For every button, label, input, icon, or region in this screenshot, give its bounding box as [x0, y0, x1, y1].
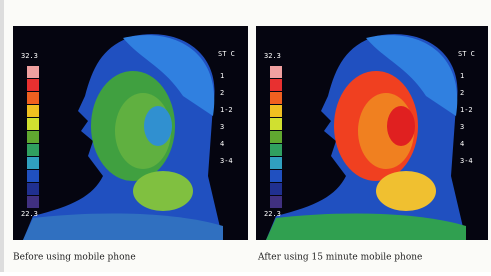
- scale-min: 22.3: [264, 210, 281, 218]
- color-scale-cell: [27, 92, 39, 104]
- legend-item: 4: [220, 140, 224, 148]
- left-border: [0, 0, 4, 272]
- color-scale-cell: [27, 79, 39, 91]
- color-scale-cell: [27, 196, 39, 208]
- legend-item: 4: [460, 140, 464, 148]
- ear-heat: [387, 106, 415, 146]
- color-scale-cell: [270, 183, 282, 195]
- legend-item: 1-2: [460, 106, 473, 114]
- caption: Before using mobile phone: [13, 253, 136, 263]
- legend-item: 3-4: [220, 157, 233, 165]
- color-scale-cell: [270, 157, 282, 169]
- scale-max: 32.3: [21, 52, 38, 60]
- color-scale-cell: [270, 144, 282, 156]
- scale-max: 32.3: [264, 52, 281, 60]
- color-scale-cell: [270, 131, 282, 143]
- color-scale-cell: [27, 105, 39, 117]
- figure: 32.3 22.3 ST C 1 2 1-2 3 4 3-4 Before using mobil…: [0, 0, 491, 272]
- legend-item: 2: [220, 89, 224, 97]
- color-scale-cell: [27, 131, 39, 143]
- legend-title: ST C: [458, 50, 475, 58]
- legend-item: 3-4: [460, 157, 473, 165]
- thermal-image: 32.3 22.3 ST C 1 2 1-2 3 4 3-4: [13, 26, 248, 240]
- color-scale-cell: [27, 144, 39, 156]
- color-scale-cell: [270, 105, 282, 117]
- ear-heat: [144, 106, 172, 146]
- color-scale-cell: [27, 183, 39, 195]
- legend-item: 1-2: [220, 106, 233, 114]
- scale-min: 22.3: [21, 210, 38, 218]
- legend-item: 1: [460, 72, 464, 80]
- legend-item: 3: [460, 123, 464, 131]
- thermal-image: 32.3 22.3 ST C 1 2 1-2 3 4 3-4: [256, 26, 488, 240]
- color-scale-cell: [270, 79, 282, 91]
- neck-heat: [133, 171, 193, 211]
- legend-title: ST C: [218, 50, 235, 58]
- page: 32.3 22.3 ST C 1 2 1-2 3 4 3-4 Before using mobil…: [0, 0, 491, 272]
- legend-item: 3: [220, 123, 224, 131]
- color-scale-cell: [270, 92, 282, 104]
- legend-item: 1: [220, 72, 224, 80]
- color-scale-cell: [27, 170, 39, 182]
- color-scale-cell: [270, 66, 282, 78]
- color-scale-cell: [270, 170, 282, 182]
- color-scale-cell: [270, 118, 282, 130]
- color-scale-cell: [27, 118, 39, 130]
- color-scale-cell: [27, 157, 39, 169]
- legend-item: 2: [460, 89, 464, 97]
- color-scale-cell: [27, 66, 39, 78]
- caption: After using 15 minute mobile phone: [257, 253, 422, 263]
- neck-heat: [376, 171, 436, 211]
- color-scale-cell: [270, 196, 282, 208]
